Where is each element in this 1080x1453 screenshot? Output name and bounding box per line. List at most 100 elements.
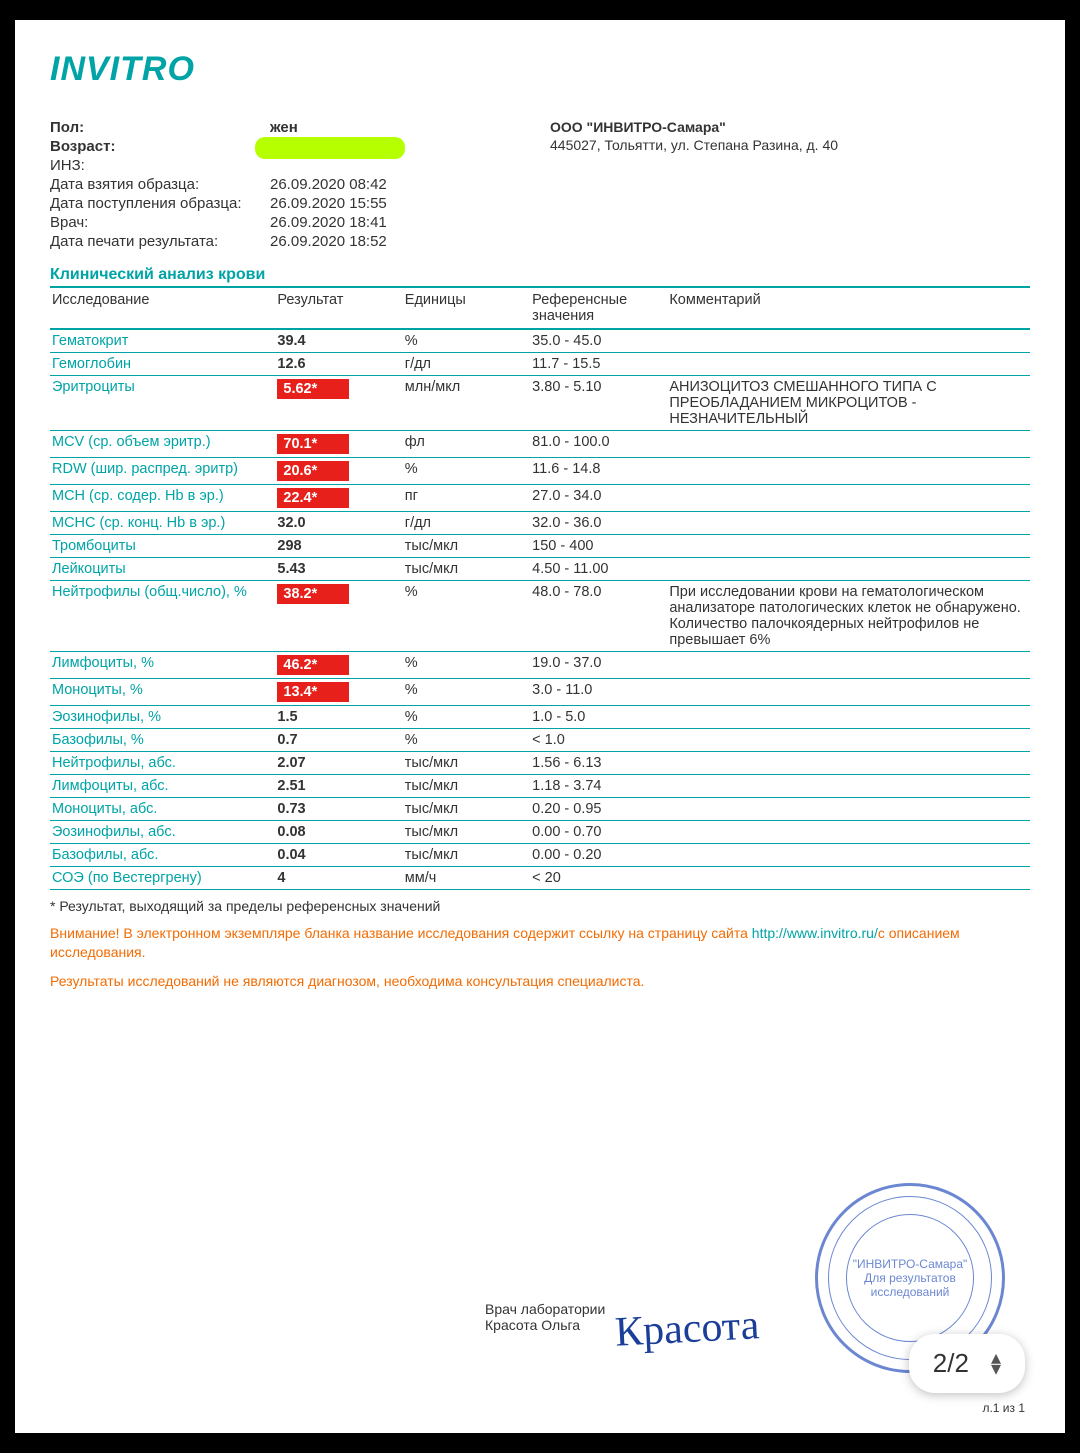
cell-units: % (403, 329, 530, 353)
cell-test: Базофилы, % (50, 729, 275, 752)
org-address: 445027, Тольятти, ул. Степана Разина, д.… (550, 137, 1030, 153)
cell-result: 2.51 (275, 775, 402, 798)
flag-badge: 13.4* (277, 682, 349, 702)
table-row: MCH (ср. содер. Hb в эр.)22.4*пг27.0 - 3… (50, 485, 1030, 512)
cell-ref: 81.0 - 100.0 (530, 431, 667, 458)
cell-test: MCV (ср. объем эритр.) (50, 431, 275, 458)
stamp-text: "ИНВИТРО-Самара" Для результатов исследо… (848, 1257, 972, 1299)
cell-test: СОЭ (по Вестергрену) (50, 867, 275, 890)
cell-result: 32.0 (275, 512, 402, 535)
results-table: Исследование Результат Единицы Референсн… (50, 288, 1030, 890)
patient-info: Пол:жен Возраст: ИНЗ: Дата взятия образц… (50, 119, 510, 252)
notice-1: Внимание! В электронном экземпляре бланк… (50, 924, 1030, 962)
doctor-label: Врач: (50, 214, 270, 231)
cell-ref: 11.6 - 14.8 (530, 458, 667, 485)
cell-units: % (403, 729, 530, 752)
cell-test: Лимфоциты, абс. (50, 775, 275, 798)
cell-result: 38.2* (275, 581, 402, 652)
cell-test: Гематокрит (50, 329, 275, 353)
section-title: Клинический анализ крови (50, 266, 1030, 288)
cell-comment (667, 431, 1030, 458)
table-header-row: Исследование Результат Единицы Референсн… (50, 288, 1030, 329)
cell-ref: 35.0 - 45.0 (530, 329, 667, 353)
cell-ref: 27.0 - 34.0 (530, 485, 667, 512)
printed-value: 26.09.2020 18:52 (270, 233, 387, 250)
document-page: INVITRO Пол:жен Возраст: ИНЗ: Дата взяти… (15, 20, 1065, 1433)
table-row: RDW (шир. распред. эритр)20.6*%11.6 - 14… (50, 458, 1030, 485)
cell-units: мм/ч (403, 867, 530, 890)
cell-result: 20.6* (275, 458, 402, 485)
cell-ref: 3.0 - 11.0 (530, 679, 667, 706)
cell-units: пг (403, 485, 530, 512)
printed-label: Дата печати результата: (50, 233, 270, 250)
cell-units: фл (403, 431, 530, 458)
page-indicator[interactable]: 2/2 ▴ ▾ (909, 1334, 1025, 1393)
cell-units: % (403, 581, 530, 652)
cell-test: Эозинофилы, % (50, 706, 275, 729)
header-block: Пол:жен Возраст: ИНЗ: Дата взятия образц… (50, 119, 1030, 252)
logo: INVITRO (50, 50, 1030, 89)
cell-comment: При исследовании крови на гематологическ… (667, 581, 1030, 652)
cell-test: MCH (ср. содер. Hb в эр.) (50, 485, 275, 512)
table-row: Эозинофилы, абс.0.08тыс/мкл0.00 - 0.70 (50, 821, 1030, 844)
table-row: Базофилы, абс.0.04тыс/мкл0.00 - 0.20 (50, 844, 1030, 867)
sex-value: жен (270, 119, 298, 136)
cell-test: Лимфоциты, % (50, 652, 275, 679)
notice-link[interactable]: http://www.invitro.ru/ (752, 925, 878, 941)
cell-result: 1.5 (275, 706, 402, 729)
cell-comment (667, 458, 1030, 485)
doctor-value: 26.09.2020 18:41 (270, 214, 387, 231)
chevron-down-icon[interactable]: ▾ (991, 1364, 1001, 1375)
cell-ref: 48.0 - 78.0 (530, 581, 667, 652)
page-indicator-text: 2/2 (933, 1348, 969, 1379)
cell-units: тыс/мкл (403, 844, 530, 867)
cell-comment (667, 798, 1030, 821)
cell-result: 2.07 (275, 752, 402, 775)
notice-2: Результаты исследований не являются диаг… (50, 972, 1030, 991)
cell-comment (667, 706, 1030, 729)
flag-badge: 20.6* (277, 461, 349, 481)
cell-result: 70.1* (275, 431, 402, 458)
cell-test: Лейкоциты (50, 558, 275, 581)
cell-units: г/дл (403, 512, 530, 535)
table-row: MCHC (ср. конц. Hb в эр.)32.0г/дл32.0 - … (50, 512, 1030, 535)
cell-units: % (403, 652, 530, 679)
cell-ref: 0.20 - 0.95 (530, 798, 667, 821)
cell-units: тыс/мкл (403, 752, 530, 775)
org-name: ООО "ИНВИТРО-Самара" (550, 119, 1030, 135)
cell-test: Моноциты, % (50, 679, 275, 706)
table-row: Лимфоциты, %46.2*%19.0 - 37.0 (50, 652, 1030, 679)
sample-received-label: Дата поступления образца: (50, 195, 270, 212)
cell-ref: 1.18 - 3.74 (530, 775, 667, 798)
cell-ref: 32.0 - 36.0 (530, 512, 667, 535)
cell-units: млн/мкл (403, 376, 530, 431)
redaction-mark (255, 137, 405, 159)
flag-badge: 38.2* (277, 584, 349, 604)
table-row: Тромбоциты298тыс/мкл150 - 400 (50, 535, 1030, 558)
footer-page-number: л.1 из 1 (982, 1401, 1025, 1415)
cell-result: 5.43 (275, 558, 402, 581)
table-row: Лимфоциты, абс.2.51тыс/мкл1.18 - 3.74 (50, 775, 1030, 798)
table-row: Лейкоциты5.43тыс/мкл4.50 - 11.00 (50, 558, 1030, 581)
cell-comment (667, 485, 1030, 512)
cell-comment (667, 558, 1030, 581)
col-test: Исследование (50, 288, 275, 329)
cell-units: тыс/мкл (403, 821, 530, 844)
cell-comment (667, 821, 1030, 844)
table-row: Моноциты, абс.0.73тыс/мкл0.20 - 0.95 (50, 798, 1030, 821)
cell-units: тыс/мкл (403, 798, 530, 821)
sig-name: Красота Ольга (485, 1317, 605, 1333)
table-row: Моноциты, %13.4*%3.0 - 11.0 (50, 679, 1030, 706)
page-arrows[interactable]: ▴ ▾ (991, 1353, 1001, 1375)
cell-ref: 150 - 400 (530, 535, 667, 558)
sig-role: Врач лаборатории (485, 1301, 605, 1317)
cell-ref: < 20 (530, 867, 667, 890)
col-comment: Комментарий (667, 288, 1030, 329)
cell-result: 0.73 (275, 798, 402, 821)
cell-units: г/дл (403, 353, 530, 376)
cell-result: 46.2* (275, 652, 402, 679)
cell-ref: 0.00 - 0.20 (530, 844, 667, 867)
org-info: ООО "ИНВИТРО-Самара" 445027, Тольятти, у… (550, 119, 1030, 252)
cell-result: 0.04 (275, 844, 402, 867)
sex-label: Пол: (50, 119, 270, 136)
